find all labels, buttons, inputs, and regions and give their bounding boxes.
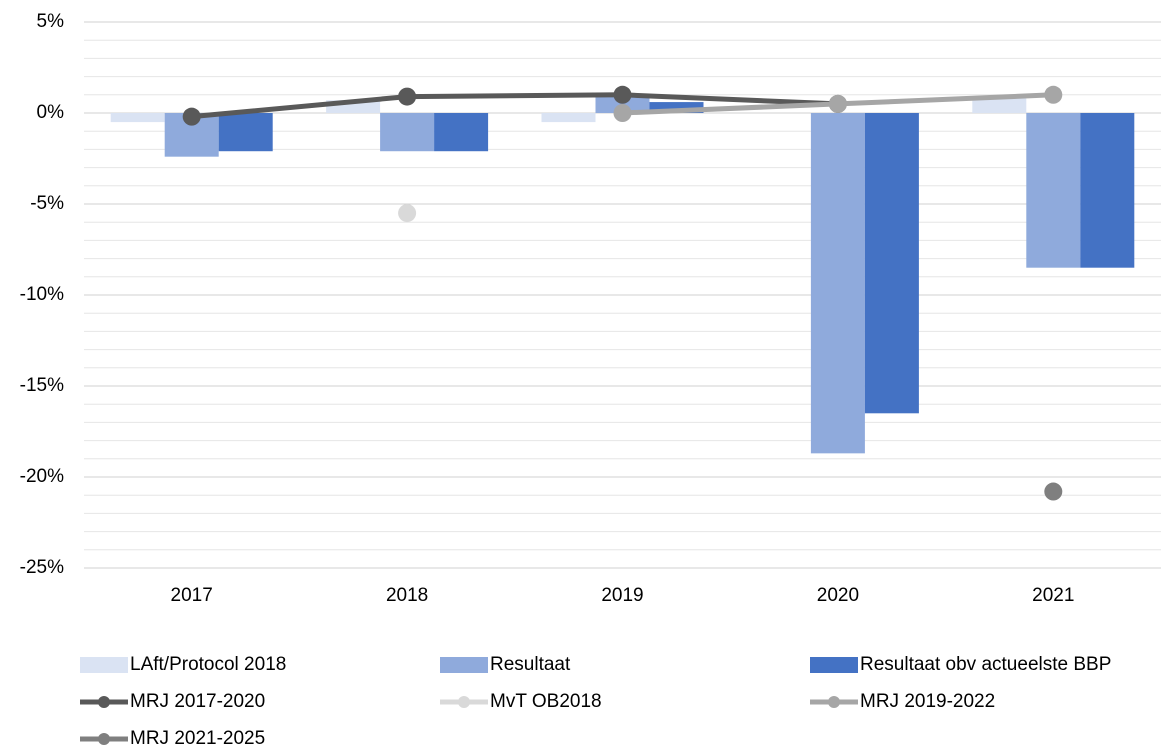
legend-label: MRJ 2021-2025	[130, 728, 265, 749]
bar	[1026, 113, 1081, 268]
legend-swatch	[80, 657, 128, 673]
legend-swatch	[98, 733, 110, 745]
bar	[218, 113, 273, 152]
bar	[972, 98, 1027, 113]
legend-label: Resultaat	[490, 654, 571, 675]
marker	[398, 204, 417, 223]
marker	[613, 85, 632, 104]
legend-label: Resultaat obv actueelste BBP	[860, 654, 1111, 675]
y-tick-label: -10%	[20, 284, 64, 305]
y-tick-label: 5%	[37, 11, 65, 32]
y-tick-label: 0%	[37, 102, 65, 123]
marker	[828, 94, 847, 113]
x-tick-label: 2018	[386, 585, 428, 606]
bar	[1080, 113, 1135, 268]
bar	[810, 113, 865, 454]
marker	[398, 87, 417, 106]
legend-label: LAft/Protocol 2018	[130, 654, 286, 675]
y-tick-label: -5%	[30, 193, 64, 214]
bar	[541, 113, 596, 123]
y-tick-label: -15%	[20, 375, 64, 396]
legend-label: MvT OB2018	[490, 691, 602, 712]
legend-label: MRJ 2019-2022	[860, 691, 995, 712]
bar	[864, 113, 919, 414]
line	[191, 92, 839, 120]
x-tick-label: 2019	[601, 585, 643, 606]
x-tick-label: 2021	[1032, 585, 1074, 606]
bar	[434, 113, 489, 152]
legend-label: MRJ 2017-2020	[130, 691, 265, 712]
bar	[649, 102, 704, 113]
marker	[613, 104, 632, 122]
legend-swatch	[440, 657, 488, 673]
legend-swatch	[810, 657, 858, 673]
legend-swatch	[458, 696, 470, 708]
y-tick-label: -20%	[20, 466, 64, 487]
marker	[182, 107, 201, 126]
x-tick-label: 2020	[817, 585, 859, 606]
marker	[1044, 482, 1063, 501]
legend-swatch	[98, 696, 110, 708]
marker	[1044, 85, 1063, 104]
bar	[110, 113, 165, 123]
y-tick-label: -25%	[20, 557, 64, 578]
bar	[380, 113, 435, 152]
x-tick-label: 2017	[171, 585, 213, 606]
legend-swatch	[828, 696, 840, 708]
